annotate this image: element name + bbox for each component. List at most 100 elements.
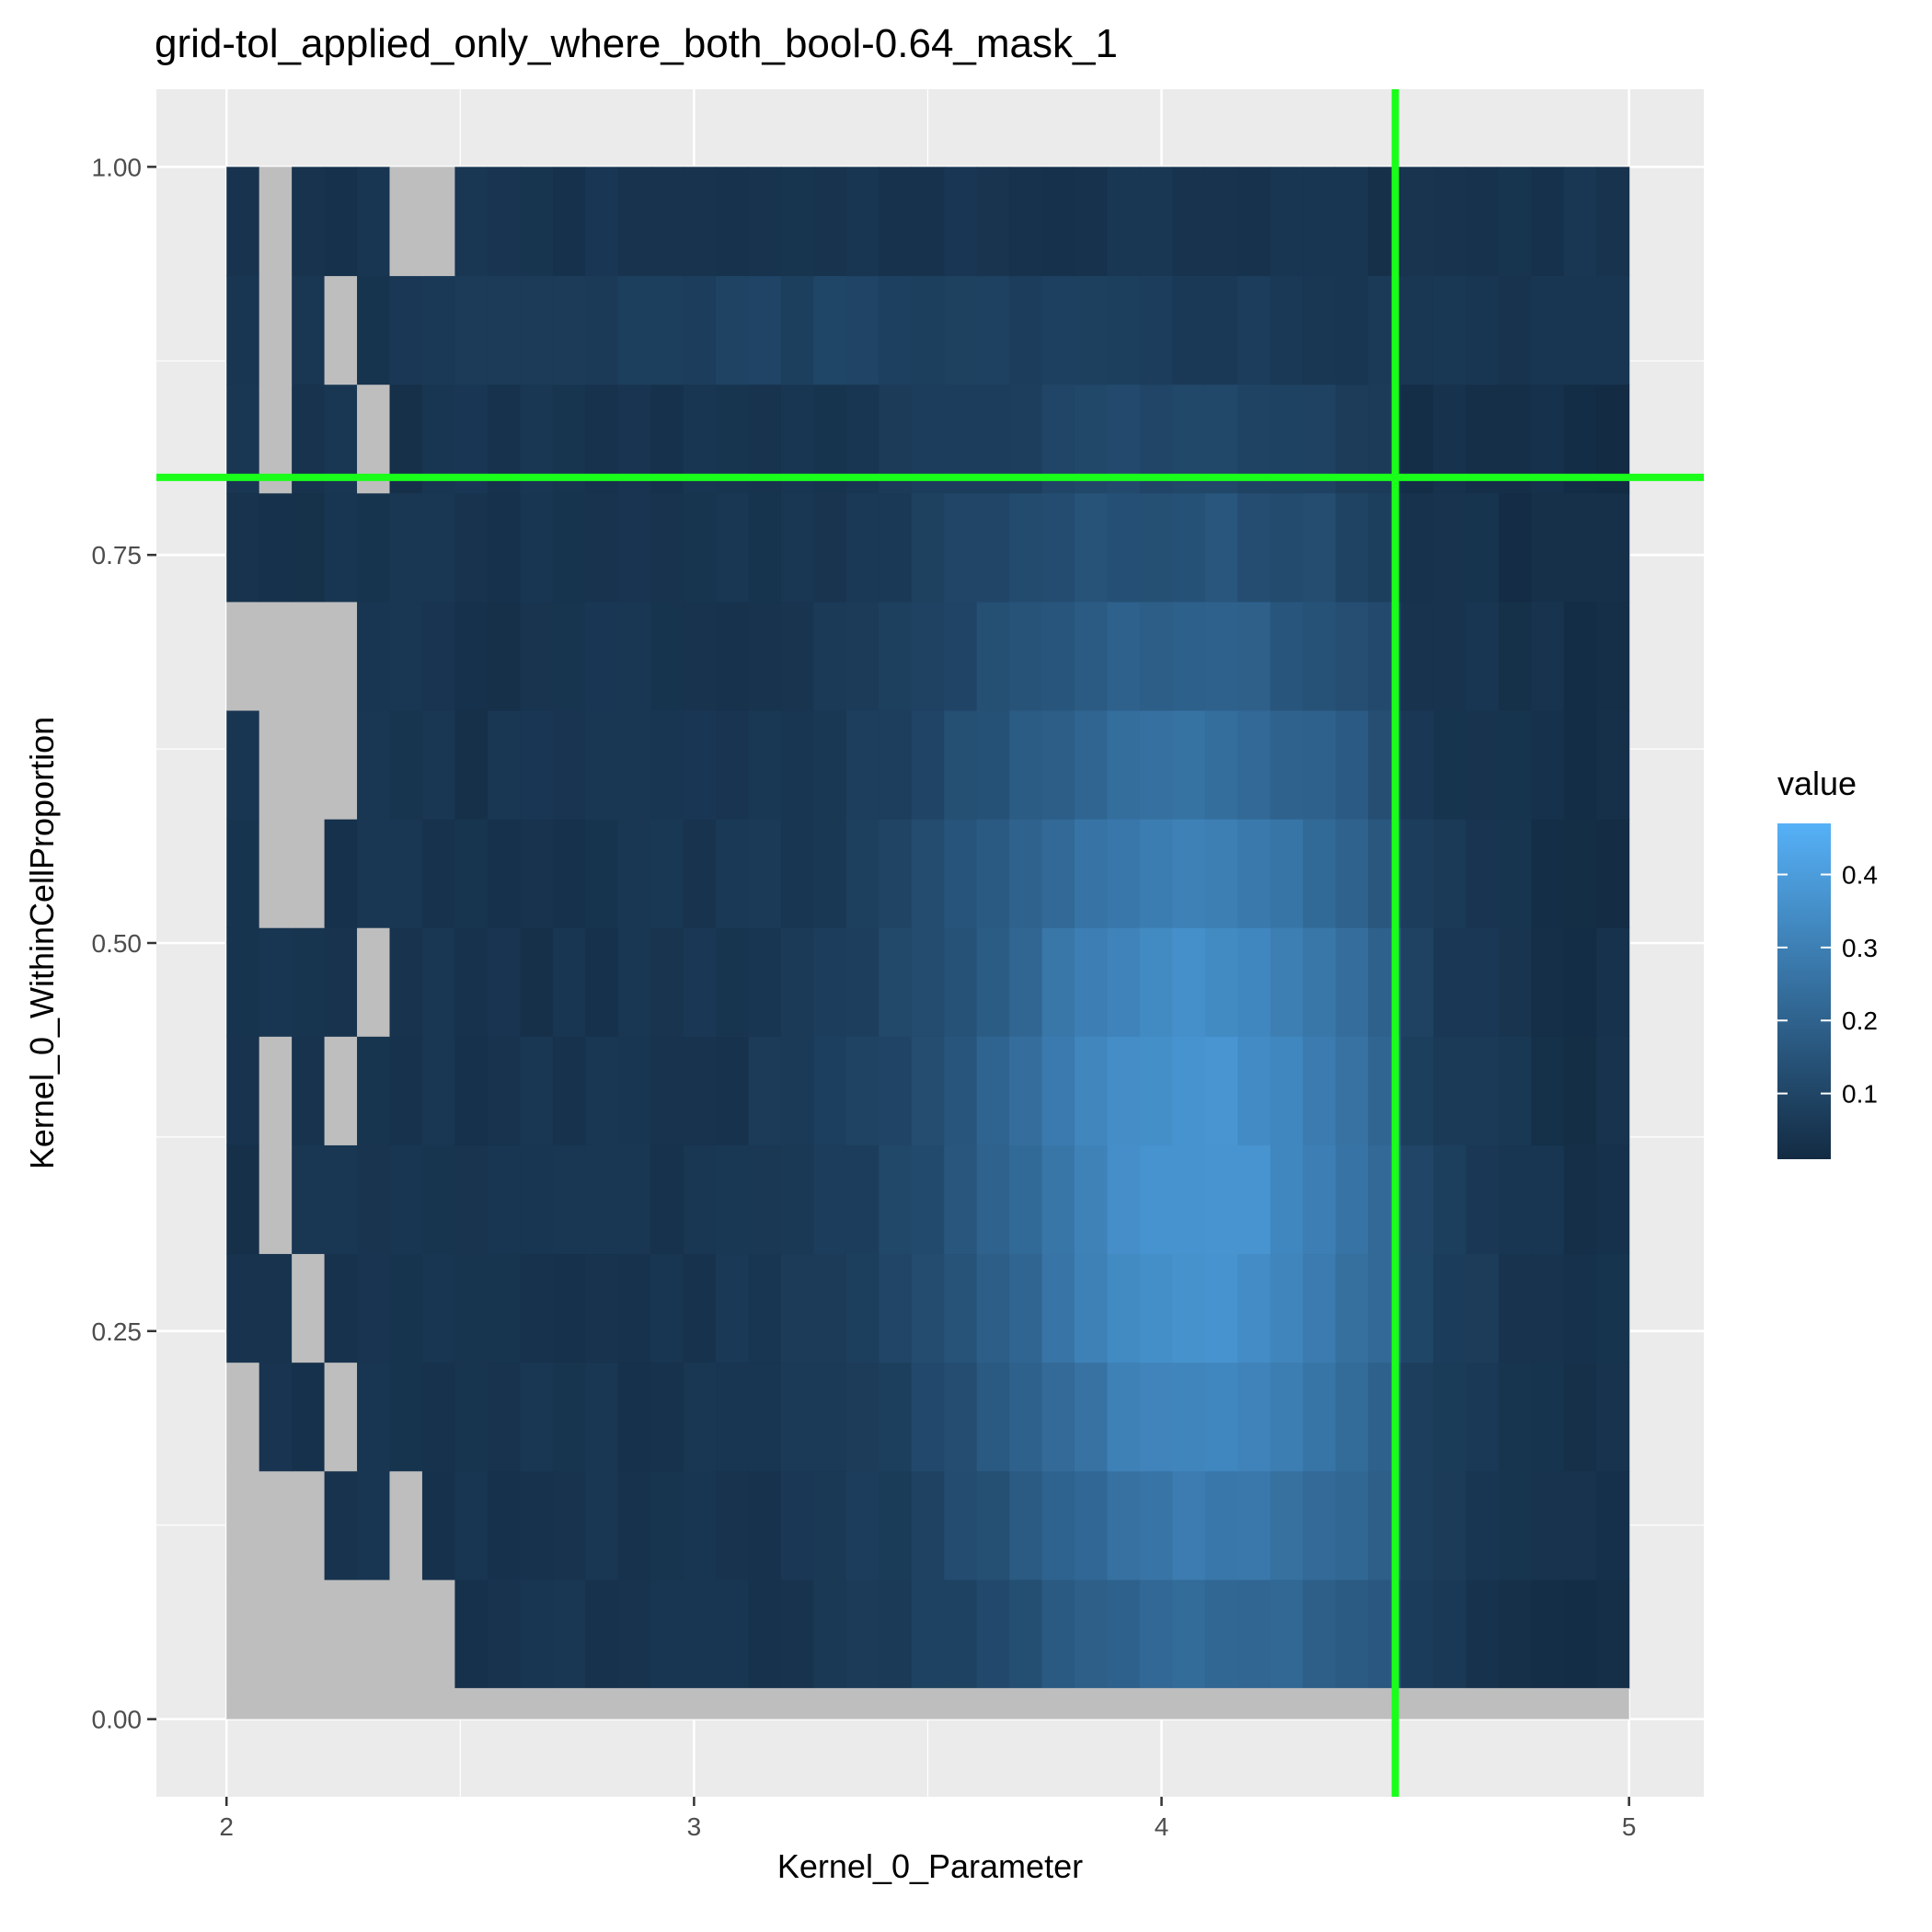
heatmap-cell (1041, 1470, 1075, 1581)
heatmap-cell (1074, 167, 1109, 277)
heatmap-cell (813, 1253, 847, 1363)
heatmap-cell (324, 819, 358, 928)
heatmap-cell (845, 927, 880, 1037)
heatmap-cell (226, 492, 260, 603)
heatmap-cell (1400, 1470, 1434, 1581)
heatmap-cell (1596, 1036, 1630, 1145)
heatmap-cell (617, 275, 651, 385)
heatmap-cell (617, 601, 651, 711)
heatmap-cell (1563, 927, 1597, 1037)
heatmap-cell (520, 275, 554, 385)
heatmap-cell (1204, 1144, 1238, 1255)
heatmap-cell (454, 709, 489, 820)
heatmap-cell (845, 1253, 880, 1363)
heatmap-cell (911, 492, 945, 603)
heatmap-cell (585, 1362, 619, 1472)
heatmap-cell (1596, 1470, 1630, 1581)
heatmap-cell (226, 275, 260, 385)
heatmap-cell (748, 1144, 782, 1255)
heatmap-cell (813, 709, 847, 820)
heatmap-cell (1596, 601, 1630, 711)
heatmap-cell (1498, 1144, 1532, 1255)
heatmap-cell (780, 275, 814, 385)
heatmap-cell (585, 492, 619, 603)
y-tick-label: 0.25 (92, 1317, 143, 1346)
heatmap-cell (1107, 1579, 1141, 1689)
heatmap-cell (1563, 819, 1597, 928)
heatmap-cell (487, 1362, 521, 1472)
heatmap-cell (389, 275, 423, 385)
heatmap-cell (1074, 492, 1109, 603)
heatmap-cell (1400, 275, 1434, 385)
heatmap-cell (780, 709, 814, 820)
heatmap-cell (879, 275, 913, 385)
heatmap-cell (845, 1470, 880, 1581)
heatmap-cell (1531, 167, 1565, 277)
heatmap-cell (1335, 819, 1369, 928)
heatmap-cell (1204, 709, 1238, 820)
heatmap-cell (357, 1362, 391, 1472)
y-axis: 0.00 0.25 0.50 0.75 1.00 (92, 153, 156, 1734)
heatmap-cell (389, 1036, 423, 1145)
legend: value 0.1 0.2 0.3 0.4 (1777, 765, 1878, 1159)
heatmap-cell (520, 1144, 554, 1255)
heatmap-cell (1303, 1362, 1337, 1472)
heatmap-cell (976, 492, 1010, 603)
heatmap-cell (813, 275, 847, 385)
heatmap-cell (1139, 1036, 1173, 1145)
heatmap-cell-na (292, 601, 326, 711)
heatmap-cell (1074, 1579, 1109, 1689)
heatmap-cell (1335, 492, 1369, 603)
heatmap-cell (1237, 1470, 1271, 1581)
heatmap-cell (976, 601, 1010, 711)
x-axis: 2 3 4 5 (219, 1797, 1636, 1841)
heatmap-cell (1563, 167, 1597, 277)
heatmap-cell (1432, 1362, 1467, 1472)
heatmap-cell (976, 275, 1010, 385)
heatmap-cell (911, 1470, 945, 1581)
heatmap-cell (552, 709, 586, 820)
heatmap-cell (585, 1579, 619, 1689)
heatmap-cell (389, 927, 423, 1037)
heatmap-cell (259, 1253, 293, 1363)
heatmap-cell (1074, 1470, 1109, 1581)
heatmap-cell (1074, 927, 1109, 1037)
heatmap-cell (292, 927, 326, 1037)
heatmap-cell (292, 1036, 326, 1145)
heatmap-cell (1466, 167, 1500, 277)
heatmap-cell (1563, 1144, 1597, 1255)
heatmap-cell (585, 927, 619, 1037)
heatmap-cell (1466, 819, 1500, 928)
heatmap-cell (1107, 1253, 1141, 1363)
heatmap-cell (1172, 819, 1206, 928)
heatmap-cell (1172, 709, 1206, 820)
heatmap-cell (1172, 492, 1206, 603)
heatmap-cell (1563, 709, 1597, 820)
y-tick-label: 0.75 (92, 541, 143, 569)
heatmap-cell (585, 1470, 619, 1581)
heatmap-cell (1009, 275, 1043, 385)
heatmap-cell (1563, 1036, 1597, 1145)
heatmap-cell (1335, 1470, 1369, 1581)
heatmap-cell (650, 709, 684, 820)
heatmap-cell (1009, 1036, 1043, 1145)
heatmap-cell (585, 1144, 619, 1255)
heatmap-cell (520, 601, 554, 711)
heatmap-cell (716, 1470, 750, 1581)
heatmap-cell (1498, 1253, 1532, 1363)
heatmap-cell (1596, 927, 1630, 1037)
heatmap-cell (1303, 275, 1337, 385)
heatmap-cell (1400, 1036, 1434, 1145)
heatmap-cell (1335, 709, 1369, 820)
heatmap-cell (716, 1579, 750, 1689)
heatmap-cell (389, 601, 423, 711)
heatmap-cell (1139, 709, 1173, 820)
heatmap-cell (683, 1579, 717, 1689)
heatmap-cell-na (292, 1253, 326, 1363)
legend-ticks: 0.1 0.2 0.3 0.4 (1777, 861, 1878, 1109)
heatmap-cell (1335, 1579, 1369, 1689)
heatmap-cell (748, 167, 782, 277)
heatmap-cell (454, 275, 489, 385)
heatmap-cell (357, 819, 391, 928)
heatmap-cell (911, 709, 945, 820)
